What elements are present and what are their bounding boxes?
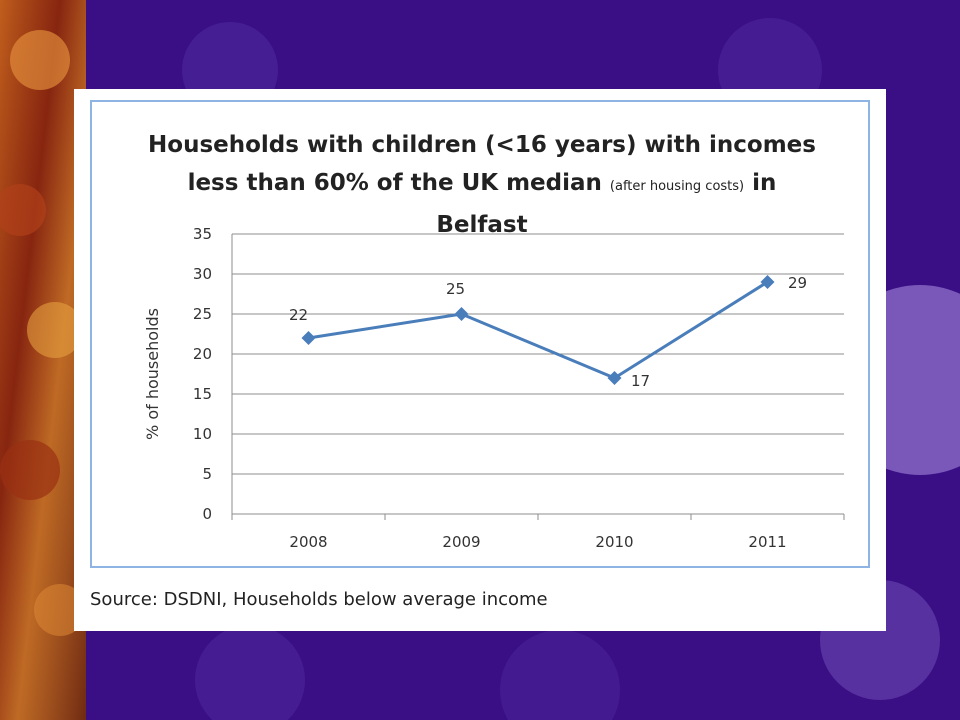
data-point-marker — [454, 307, 469, 321]
data-label: 22 — [289, 306, 308, 324]
x-tick-label: 2009 — [442, 533, 480, 551]
data-point-marker — [607, 371, 622, 385]
chart-area: Households with children (<16 years) wit… — [90, 100, 870, 568]
y-tick-label: 25 — [193, 305, 212, 323]
x-tick-label: 2011 — [748, 533, 786, 551]
line-chart: 0 5 10 15 20 25 30 35 2008 2009 2010 2011 % of house… — [143, 225, 845, 551]
gear-icon — [500, 630, 620, 720]
y-tick-label: 10 — [193, 425, 212, 443]
y-axis-label: % of households — [143, 308, 162, 440]
data-point-marker — [301, 331, 316, 345]
y-tick-label: 0 — [202, 505, 212, 523]
chart-title-note: (after housing costs) — [609, 179, 745, 194]
chart-title-in: in — [752, 170, 777, 196]
source-note: Source: DSDNI, Households below average … — [90, 589, 548, 610]
data-label: 25 — [446, 280, 465, 298]
series-line — [308, 280, 769, 380]
y-tick-label: 15 — [193, 385, 212, 403]
data-label: 17 — [631, 372, 650, 390]
y-tick-label: 20 — [193, 345, 212, 363]
x-tick-label: 2008 — [289, 533, 327, 551]
gear-icon — [195, 625, 305, 720]
chart-title-line-1: Households with children (<16 years) wit… — [148, 132, 816, 158]
y-tick-label: 5 — [202, 465, 212, 483]
chart-card: Households with children (<16 years) wit… — [74, 89, 886, 631]
x-tick-label: 2010 — [595, 533, 633, 551]
chart-title-line-2: less than 60% of the UK median — [187, 170, 602, 196]
data-point-marker — [760, 275, 775, 289]
y-tick-label: 30 — [193, 265, 212, 283]
y-tick-label: 35 — [193, 225, 212, 243]
data-label: 29 — [788, 274, 807, 292]
